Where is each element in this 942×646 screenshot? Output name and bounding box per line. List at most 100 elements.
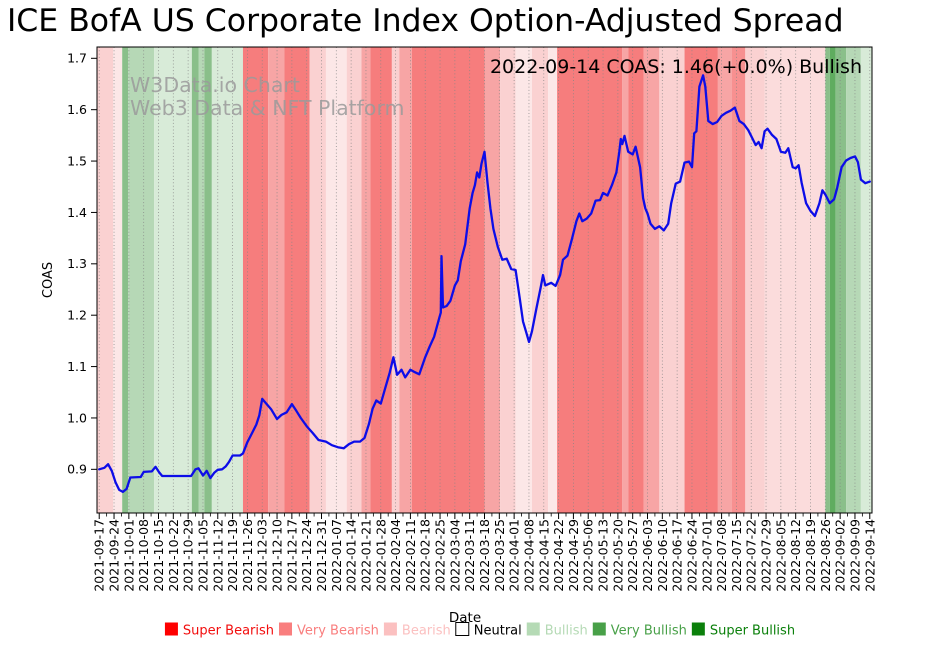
- legend: Super Bearish Very Bearish Bearish Neutral B…: [164, 622, 795, 639]
- sentiment-band: [268, 47, 285, 513]
- x-tick-label: 2022-04-22: [551, 519, 566, 592]
- sentiment-band: [500, 47, 516, 513]
- x-tick-label: 2022-04-01: [507, 519, 522, 592]
- y-tick-label: 1.6: [67, 102, 87, 117]
- y-tick-label: 1.3: [67, 256, 87, 271]
- legend-swatch: [383, 622, 397, 636]
- legend-swatch: [526, 622, 540, 636]
- x-tick-label: 2022-04-08: [521, 519, 536, 592]
- x-tick-label: 2022-09-02: [833, 519, 848, 592]
- sentiment-band: [745, 47, 765, 513]
- sentiment-band: [628, 47, 644, 513]
- latest-value-annotation: 2022-09-14 COAS: 1.46(+0.0%) Bullish: [490, 56, 862, 78]
- y-tick-label: 1.1: [67, 359, 87, 374]
- x-tick-label: 2021-12-17: [284, 519, 299, 592]
- x-tick-label: 2022-01-21: [358, 519, 373, 592]
- x-tick-label: 2022-06-24: [684, 519, 699, 592]
- x-tick-label: 2021-12-31: [314, 519, 329, 592]
- sentiment-band: [846, 47, 861, 513]
- y-tick-label: 0.9: [67, 462, 87, 477]
- x-tick-label: 2021-11-12: [210, 519, 225, 592]
- x-tick-label: 2021-10-08: [136, 519, 151, 592]
- legend-swatch: [279, 622, 293, 636]
- sentiment-band: [204, 47, 212, 513]
- sentiment-band: [97, 47, 114, 513]
- legend-label: Super Bearish: [183, 624, 274, 639]
- x-tick-label: 2022-05-13: [596, 519, 611, 592]
- sentiment-band: [548, 47, 558, 513]
- sentiment-band: [829, 47, 836, 513]
- legend-label: Super Bullish: [710, 624, 795, 639]
- x-tick-label: 2022-06-17: [670, 519, 685, 592]
- legend-item-super-bearish: Super Bearish: [164, 622, 274, 639]
- sentiment-band: [154, 47, 192, 513]
- sentiment-band: [860, 47, 872, 513]
- sentiment-band: [242, 47, 269, 513]
- sentiment-band: [128, 47, 155, 513]
- x-tick-label: 2022-07-01: [699, 519, 714, 592]
- x-tick-label: 2022-05-06: [581, 519, 596, 592]
- legend-item-very-bearish: Very Bearish: [279, 622, 379, 639]
- x-tick-label: 2022-09-14: [862, 519, 877, 592]
- x-tick-label: 2022-08-26: [818, 519, 833, 592]
- sentiment-band: [659, 47, 685, 513]
- x-tick-label: 2022-07-15: [729, 519, 744, 592]
- coas-series-line: [98, 74, 871, 494]
- x-tick-label: 2022-03-18: [477, 519, 492, 592]
- watermark-line1: W3Data.io Chart: [130, 73, 300, 97]
- x-tick-label: 2022-06-03: [640, 519, 655, 592]
- x-tick-label: 2021-11-05: [195, 519, 210, 592]
- sentiment-band: [643, 47, 660, 513]
- y-tick-label: 1.2: [67, 308, 87, 323]
- x-tick-label: 2021-12-24: [299, 519, 314, 592]
- x-tick-label: 2022-08-05: [773, 519, 788, 592]
- x-tick-label: 2022-02-04: [388, 519, 403, 592]
- watermark: W3Data.io Chart Web3 Data & NFT Platform: [130, 73, 404, 120]
- sentiment-band: [557, 47, 623, 513]
- x-tick-label: 2022-01-07: [329, 519, 344, 592]
- sentiment-band: [835, 47, 847, 513]
- legend-item-super-bullish: Super Bullish: [691, 622, 795, 639]
- x-tick-label: 2022-04-15: [536, 519, 551, 592]
- x-tick-label: 2021-09-17: [92, 519, 107, 592]
- legend-item-bearish: Bearish: [383, 622, 451, 639]
- x-tick-label: 2022-07-29: [759, 519, 774, 592]
- sentiment-band: [198, 47, 205, 513]
- sentiment-band: [113, 47, 123, 513]
- sentiment-band: [391, 47, 400, 513]
- legend-swatch: [164, 622, 178, 636]
- sentiment-band: [515, 47, 532, 513]
- x-tick-label: 2022-06-10: [655, 519, 670, 592]
- sentiment-band: [531, 47, 549, 513]
- sentiment-band: [399, 47, 412, 513]
- legend-label: Very Bearish: [297, 624, 379, 639]
- sentiment-band: [825, 47, 830, 513]
- sentiment-band: [370, 47, 392, 513]
- y-tick-label: 1.4: [67, 205, 87, 220]
- x-tick-label: 2022-01-28: [373, 519, 388, 592]
- axes-layer: 2021-09-17 2021-09-24 2021-10-01 2021-10-08…: [67, 46, 877, 592]
- x-tick-label: 2022-02-18: [418, 519, 433, 592]
- x-tick-label: 2022-07-22: [744, 519, 759, 592]
- y-tick-label: 1.5: [67, 153, 87, 168]
- x-tick-label: 2021-10-01: [121, 519, 136, 592]
- series-line-layer: [98, 74, 871, 494]
- x-tick-label: 2021-11-26: [240, 519, 255, 592]
- legend-item-bullish: Bullish: [526, 622, 588, 639]
- sentiment-band: [284, 47, 310, 513]
- x-tick-label: 2022-09-09: [847, 519, 862, 592]
- x-tick-label: 2022-03-04: [447, 519, 462, 592]
- legend-swatch: [592, 622, 606, 636]
- x-tick-label: 2022-02-11: [403, 519, 418, 592]
- x-tick-label: 2021-10-29: [181, 519, 196, 592]
- x-tick-label: 2022-02-25: [433, 519, 448, 592]
- y-tick-label: 1.0: [67, 410, 87, 425]
- sentiment-band: [346, 47, 362, 513]
- legend-item-neutral: Neutral: [455, 622, 522, 639]
- sentiment-band: [731, 47, 746, 513]
- sentiment-band: [411, 47, 485, 513]
- legend-label: Very Bullish: [611, 624, 687, 639]
- x-tick-label: 2022-05-20: [610, 519, 625, 592]
- legend-label: Bullish: [545, 624, 588, 639]
